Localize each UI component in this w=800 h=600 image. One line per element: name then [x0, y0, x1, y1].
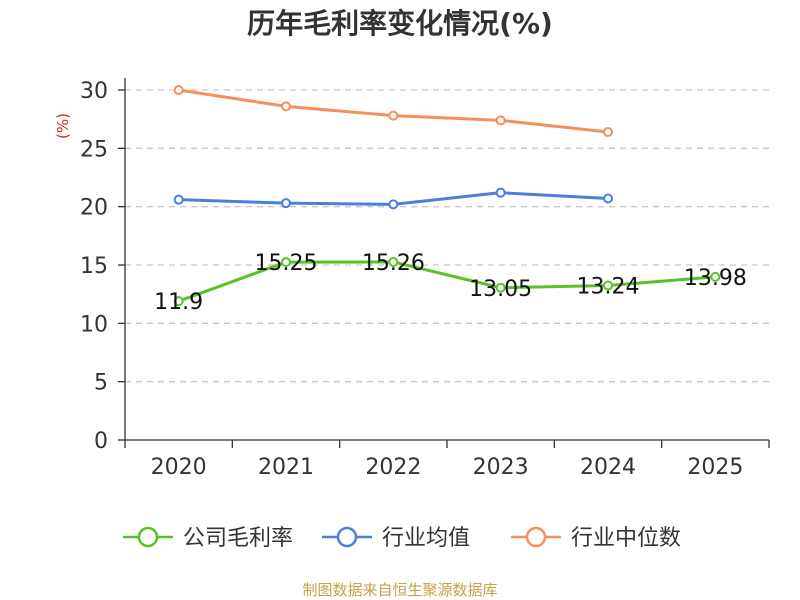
- legend-item[interactable]: 公司毛利率: [123, 526, 293, 551]
- data-label: 13.05: [469, 277, 532, 302]
- y-tick-label: 10: [80, 312, 108, 337]
- data-point: [173, 296, 184, 307]
- legend-item[interactable]: 行业中位数: [511, 526, 681, 551]
- y-tick-label: 30: [80, 79, 108, 104]
- data-point: [281, 198, 291, 209]
- legend-marker: [525, 526, 547, 548]
- legend: 公司毛利率 行业均值 行业中位数: [123, 526, 681, 551]
- data-point: [495, 282, 506, 293]
- x-tick-label: 2020: [151, 455, 207, 480]
- legend-label: 行业中位数: [571, 526, 681, 551]
- data-point: [281, 101, 291, 112]
- data-labels: 11.9 15.25 15.26 13.05 13.24 13.98: [154, 251, 747, 315]
- x-tick-label: 2022: [365, 455, 421, 480]
- legend-marker: [336, 526, 358, 548]
- chart-title: 历年毛利率变化情况(%): [247, 7, 553, 40]
- legend-label: 行业均值: [382, 526, 470, 551]
- legend-item[interactable]: 行业均值: [322, 526, 470, 551]
- grid-lines: [125, 89, 769, 383]
- data-point: [173, 85, 184, 95]
- series-lines: [173, 85, 721, 307]
- data-point: [388, 199, 399, 210]
- data-label: 13.24: [577, 275, 640, 300]
- y-tick-label: 20: [80, 196, 108, 221]
- data-label: 15.26: [362, 251, 425, 276]
- data-point: [603, 193, 613, 204]
- y-tick-label: 0: [94, 429, 108, 454]
- y-axis-unit-label: (%): [54, 113, 72, 139]
- y-tick-label: 5: [94, 371, 108, 396]
- legend-label: 公司毛利率: [183, 526, 293, 551]
- y-tick-label: 15: [80, 254, 108, 279]
- y-tick-label: 25: [80, 137, 108, 162]
- x-tick-label: 2025: [687, 455, 743, 480]
- data-point: [388, 256, 399, 267]
- data-point: [495, 115, 506, 126]
- data-point: [603, 280, 613, 291]
- data-point: [710, 271, 721, 282]
- legend-marker: [137, 526, 159, 548]
- data-point: [173, 194, 184, 205]
- data-label: 15.25: [255, 251, 318, 276]
- data-point: [603, 127, 613, 137]
- data-label: 13.98: [684, 266, 747, 291]
- data-point: [388, 110, 399, 121]
- data-point: [281, 257, 291, 268]
- x-tick-label: 2024: [580, 455, 636, 480]
- x-tick-label: 2021: [258, 455, 314, 480]
- series-line-0: [178, 260, 716, 303]
- data-label: 11.9: [154, 290, 203, 315]
- data-point: [495, 187, 506, 198]
- x-tick-label: 2023: [473, 455, 529, 480]
- source-note: 制图数据来自恒生聚源数据库: [302, 581, 497, 599]
